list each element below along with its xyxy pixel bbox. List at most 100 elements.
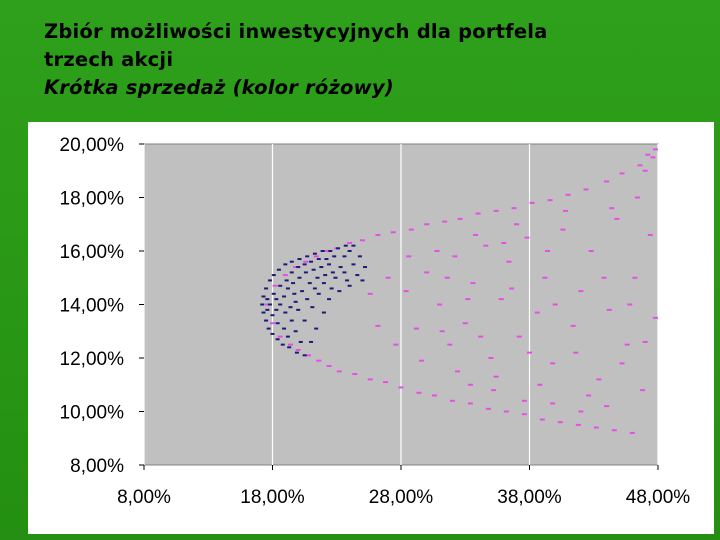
portfolio-point: [296, 308, 301, 311]
portfolio-point: [312, 287, 317, 290]
portfolio-point: [298, 340, 303, 343]
x-tick-label: 8,00%: [117, 487, 171, 508]
slide-title: Zbiór możliwości inwestycyjnych dla port…: [44, 18, 704, 102]
short-sale-point: [385, 276, 391, 279]
portfolio-point: [288, 306, 293, 309]
short-sale-point: [498, 298, 504, 301]
short-sale-point: [524, 236, 530, 239]
portfolio-point: [294, 351, 299, 354]
grid-lines: [139, 143, 659, 470]
short-sale-point: [398, 386, 404, 389]
portfolio-point: [300, 290, 305, 293]
portfolio-point: [289, 260, 294, 263]
title-line-2: trzech akcji: [44, 48, 174, 71]
title-line-3: Krótka sprzedaż (kolor różowy): [44, 76, 394, 99]
short-sale-point: [652, 148, 658, 151]
short-sale-point: [434, 250, 440, 252]
short-sale-point: [619, 172, 625, 175]
short-sale-point: [627, 303, 633, 306]
portfolio-point: [327, 263, 332, 266]
portfolio-point: [303, 271, 308, 274]
short-sale-point: [511, 207, 517, 210]
portfolio-point: [309, 260, 314, 263]
short-sale-point: [509, 287, 515, 290]
short-sale-point: [501, 241, 507, 244]
short-sale-point: [470, 282, 476, 285]
short-sale-point: [444, 276, 450, 279]
short-sale-point: [575, 423, 581, 426]
short-sale-point: [424, 271, 430, 274]
portfolio-point: [302, 263, 307, 266]
short-sale-point: [552, 303, 558, 306]
portfolio-point: [285, 335, 290, 338]
x-tick-label: 28,00%: [369, 487, 434, 508]
short-sale-point: [550, 362, 556, 365]
portfolio-point: [360, 279, 365, 282]
short-sale-point: [632, 276, 638, 279]
short-sale-point: [473, 233, 479, 236]
short-sale-point: [359, 239, 365, 242]
short-sale-point: [527, 351, 532, 354]
portfolio-point: [282, 295, 287, 298]
portfolio-point: [283, 263, 288, 266]
short-sale-point: [503, 410, 509, 413]
x-axis-labels: 8,00% 18,00% 28,00% 38,00% 48,00%: [117, 487, 690, 508]
short-sale-point: [642, 340, 648, 343]
short-sale-point: [465, 298, 471, 301]
y-tick-label: 12,00%: [60, 349, 125, 370]
short-sale-point: [305, 354, 311, 357]
portfolio-point: [289, 319, 294, 322]
short-sale-point: [637, 164, 643, 167]
portfolio-point: [271, 274, 276, 277]
short-sale-point: [303, 260, 309, 263]
portfolio-point: [330, 271, 335, 274]
portfolio-point: [328, 250, 333, 252]
portfolio-point: [291, 282, 296, 285]
short-sale-point: [413, 327, 419, 330]
portfolio-point: [315, 276, 320, 279]
short-sale-point: [560, 228, 566, 231]
short-sale-point: [529, 201, 535, 204]
short-sale-point: [467, 383, 473, 386]
portfolio-point: [282, 327, 287, 330]
portfolio-point: [261, 311, 266, 314]
short-sale-point: [287, 343, 293, 346]
short-sale-point: [562, 209, 568, 212]
portfolio-point: [345, 279, 350, 282]
short-sale-point: [583, 188, 589, 191]
short-sale-point: [442, 220, 448, 223]
portfolio-point: [296, 266, 301, 269]
portfolio-point: [275, 338, 280, 341]
short-sale-point: [336, 370, 342, 373]
short-sale-point: [493, 375, 499, 378]
short-sale-point: [323, 250, 329, 252]
short-sale-point: [544, 250, 550, 252]
short-sale-point: [375, 324, 381, 327]
portfolio-point: [320, 250, 325, 252]
portfolio-point: [342, 271, 347, 274]
short-sale-point: [455, 370, 461, 373]
portfolio-point: [293, 330, 298, 333]
short-sale-point: [437, 303, 443, 306]
portfolio-point: [343, 244, 348, 247]
short-sale-point: [642, 169, 648, 172]
portfolio-point: [264, 287, 269, 290]
portfolio-point: [332, 255, 337, 258]
portfolio-point: [342, 255, 347, 258]
portfolio-point: [278, 303, 283, 306]
short-sale-point: [521, 399, 527, 402]
short-sale-point: [586, 394, 592, 397]
short-sale-point: [375, 233, 381, 236]
short-sale-point: [316, 359, 322, 362]
short-sale-point: [652, 316, 658, 319]
short-sale-point: [588, 250, 594, 252]
short-sale-point: [606, 308, 612, 311]
short-sale-point: [557, 421, 563, 424]
short-sale-point: [457, 217, 463, 220]
short-sale-point: [640, 389, 646, 392]
portfolio-point: [275, 322, 280, 325]
short-sale-point: [647, 233, 653, 236]
short-sale-point: [550, 402, 556, 405]
short-sale-point: [282, 274, 288, 277]
short-sale-point: [352, 373, 358, 376]
